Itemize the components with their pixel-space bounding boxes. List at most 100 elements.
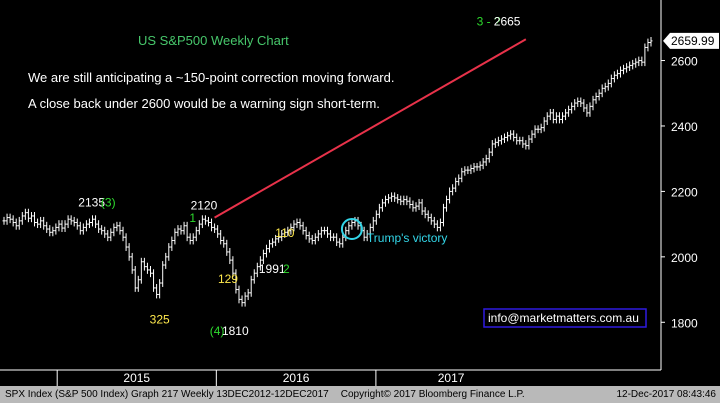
- chart-annotation: 1991: [259, 262, 286, 276]
- price-bar: [460, 167, 464, 183]
- price-bar: [582, 99, 586, 112]
- x-axis: 2015 2016 2017: [0, 369, 661, 386]
- price-bar: [347, 221, 351, 235]
- price-bar: [54, 223, 58, 235]
- footer-copyright: Copyright© 2017 Bloomberg Finance L.P.: [340, 389, 525, 400]
- price-bar: [628, 61, 632, 72]
- price-bar: [29, 212, 33, 223]
- price-bar: [625, 63, 629, 73]
- price-bar: [365, 230, 369, 242]
- price-bar: [512, 130, 516, 142]
- price-bar: [429, 213, 433, 225]
- price-bar: [423, 207, 427, 219]
- price-bar: [405, 195, 409, 206]
- trump-victory-circle: [340, 218, 363, 241]
- chart-annotation: 2135: [78, 196, 105, 210]
- commentary-line-1: We are still anticipating a ~150-point c…: [28, 70, 394, 85]
- price-bar: [350, 218, 354, 230]
- price-bar: [225, 239, 229, 256]
- price-bar: [441, 203, 445, 227]
- footer-date: 12-Dec-2017 08:43:46: [616, 389, 716, 400]
- chart-annotation: 129: [218, 272, 238, 286]
- price-bar: [5, 213, 9, 225]
- price-bar: [57, 220, 61, 232]
- price-bar: [255, 262, 259, 278]
- y-tick-label: 2400: [671, 120, 698, 134]
- price-bar: [506, 131, 510, 142]
- price-bar: [42, 216, 46, 230]
- price-bar: [383, 195, 387, 207]
- commentary-line-2: A close back under 2600 would be a warni…: [28, 96, 380, 111]
- price-bar: [591, 95, 595, 111]
- price-bar: [213, 223, 217, 233]
- price-bar: [182, 221, 186, 235]
- contact-box: [483, 308, 647, 328]
- price-bar: [295, 218, 299, 229]
- price-bar: [127, 243, 131, 261]
- price-bar: [600, 84, 604, 98]
- price-bar: [371, 216, 375, 232]
- price-bar: [139, 257, 143, 284]
- price-bar: [484, 154, 488, 166]
- price-bar: [326, 226, 329, 238]
- price-bar: [390, 192, 394, 202]
- price-bar: [185, 221, 189, 242]
- price-bar: [81, 223, 85, 235]
- price-bar: [533, 125, 537, 139]
- price-bar: [130, 252, 134, 274]
- price-bar: [609, 74, 613, 88]
- price-bar: [173, 228, 177, 245]
- price-bar: [579, 97, 583, 107]
- price-bar: [200, 215, 204, 229]
- bloomberg-footer: SPX Index (S&P 500 Index) Graph 217 Week…: [0, 386, 720, 403]
- price-bar: [631, 59, 635, 70]
- price-bar: [36, 218, 40, 229]
- price-bar: [23, 208, 27, 220]
- price-bar: [545, 112, 549, 125]
- price-bar: [509, 130, 513, 140]
- chart-annotation: (3): [101, 196, 116, 210]
- price-bar: [536, 125, 540, 134]
- price-bar: [432, 216, 436, 229]
- price-bar: [362, 226, 366, 242]
- price-bar: [271, 238, 275, 248]
- price-bar: [420, 198, 424, 215]
- price-bar: [472, 162, 476, 173]
- price-bar: [304, 226, 308, 240]
- price-bar: [585, 104, 589, 117]
- price-bar: [11, 215, 15, 227]
- price-bar: [243, 292, 247, 307]
- price-bar: [622, 64, 626, 75]
- price-bar: [45, 221, 49, 233]
- price-bar: [417, 198, 421, 211]
- price-bar: [216, 225, 220, 238]
- price-bar: [191, 233, 195, 245]
- price-bar: [72, 216, 76, 227]
- contact-email[interactable]: info@marketmatters.com.au: [488, 311, 639, 325]
- x-tick-label: 2015: [123, 371, 150, 385]
- price-bar: [268, 239, 272, 253]
- price-bar: [570, 102, 574, 114]
- price-bar: [451, 184, 455, 196]
- price-bar: [597, 89, 601, 101]
- price-bar: [341, 233, 345, 248]
- price-bar: [103, 226, 107, 238]
- price-bar: [618, 66, 622, 78]
- price-bar: [66, 215, 70, 229]
- price-bar: [33, 212, 37, 227]
- price-bar: [539, 123, 543, 134]
- price-bar: [646, 38, 650, 52]
- price-bar: [145, 262, 149, 274]
- price-bar: [530, 130, 534, 143]
- price-bar: [148, 266, 152, 278]
- price-bar: [84, 220, 88, 232]
- price-bar: [20, 212, 24, 225]
- price-bar: [109, 228, 113, 242]
- price-bar: [121, 226, 125, 242]
- chart-annotation: 3 - ?: [477, 14, 501, 28]
- price-bar: [261, 249, 265, 265]
- price-bar: [399, 195, 403, 206]
- price-bar: [551, 108, 555, 124]
- footer-security: SPX Index (S&P 500 Index) Graph 217 Week…: [5, 389, 329, 400]
